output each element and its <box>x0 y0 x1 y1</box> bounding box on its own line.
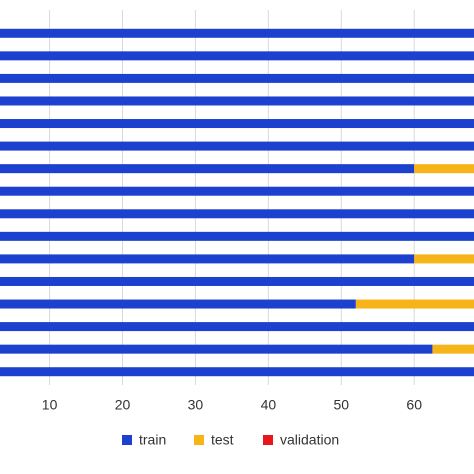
bar-segment <box>0 186 474 196</box>
bar-segment <box>414 164 474 174</box>
bar-segment <box>0 322 474 332</box>
legend: train test validation <box>122 432 339 448</box>
bar-segment <box>0 73 474 83</box>
bar-segment <box>0 299 356 309</box>
bar-segment <box>0 367 474 377</box>
bar-segment <box>0 51 474 61</box>
legend-swatch <box>194 435 204 445</box>
x-tick-label: 30 <box>188 397 204 413</box>
x-tick-label: 40 <box>261 397 277 413</box>
legend-label: validation <box>280 432 339 448</box>
bar-segment <box>0 254 415 264</box>
legend-swatch <box>122 435 132 445</box>
x-tick-label: 50 <box>333 397 349 413</box>
legend-label: test <box>211 432 234 448</box>
x-tick-label: 10 <box>42 397 58 413</box>
bars <box>0 28 474 377</box>
legend-label: train <box>139 432 166 448</box>
bar-segment <box>0 96 474 106</box>
legend-swatch <box>263 435 273 445</box>
bar-segment <box>355 299 474 309</box>
bar-segment <box>0 119 474 129</box>
x-tick-label: 60 <box>406 397 422 413</box>
bar-segment <box>0 164 415 174</box>
bar-segment <box>0 28 474 38</box>
bar-segment <box>0 141 474 151</box>
bar-segment <box>432 344 474 354</box>
bar-segment <box>0 209 474 219</box>
x-tick-label: 20 <box>115 397 131 413</box>
bar-segment <box>0 231 474 241</box>
bar-segment <box>0 344 433 354</box>
bar-segment <box>0 276 474 286</box>
bar-segment <box>414 254 474 264</box>
